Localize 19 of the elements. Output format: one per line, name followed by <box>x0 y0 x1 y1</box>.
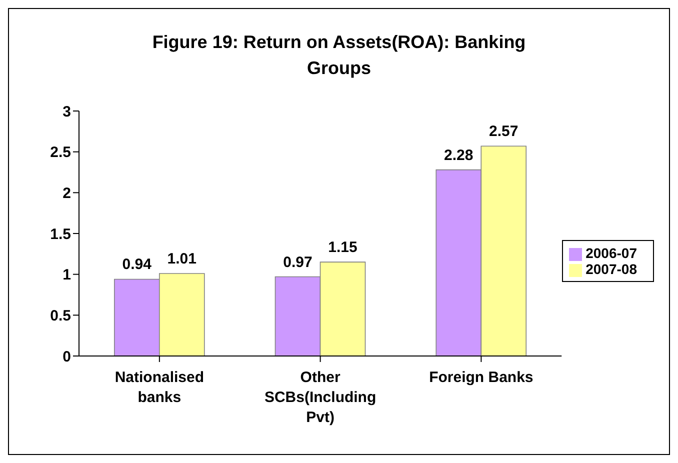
data-label: 0.97 <box>283 254 312 271</box>
legend-label: 2006-07 <box>586 245 637 261</box>
x-tick-label: Other SCBs(Including Pvt) <box>264 369 376 426</box>
x-tick-label: Foreign Banks <box>429 369 534 386</box>
x-tick-label: Nationalised banks <box>114 369 204 406</box>
y-tick-label: 1 <box>62 266 71 284</box>
y-tick-label: 2.5 <box>50 144 71 162</box>
legend-label: 2007-08 <box>586 261 637 277</box>
data-label: 1.01 <box>167 250 196 268</box>
y-tick-label: 1.5 <box>50 226 71 243</box>
data-label: 2.57 <box>489 123 518 140</box>
chart-title: Figure 19: Return on Assets(ROA): Banking Groups <box>151 31 527 80</box>
data-label: 2.28 <box>444 146 474 164</box>
data-label: 0.94 <box>122 256 152 274</box>
data-label: 1.15 <box>328 239 358 256</box>
y-tick-label: 3 <box>62 103 71 120</box>
y-tick-label: 0.5 <box>50 307 71 324</box>
y-tick-label: 0 <box>62 348 71 366</box>
y-tick-label: 2 <box>62 184 71 202</box>
